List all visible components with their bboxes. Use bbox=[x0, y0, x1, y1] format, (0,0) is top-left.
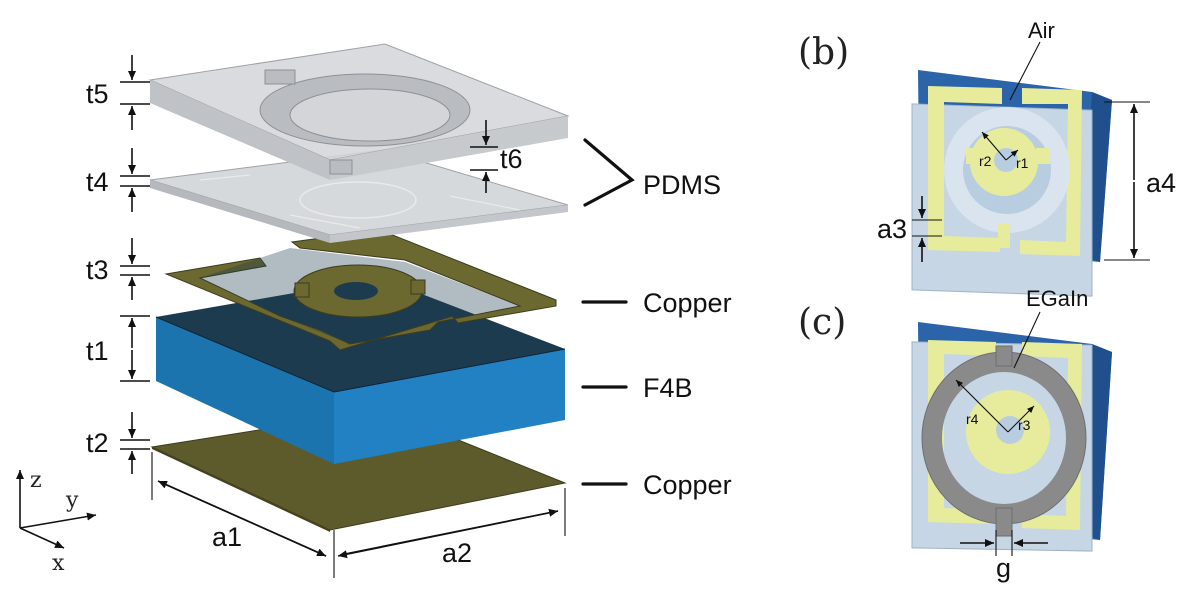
dimension-t4 bbox=[120, 148, 150, 212]
label-f4b: F4B bbox=[643, 373, 693, 403]
panel-c-unit-cell bbox=[911, 322, 1112, 552]
r1-arrow bbox=[1005, 149, 1019, 161]
r3-arrow bbox=[1007, 405, 1035, 433]
label-copper-top: Copper bbox=[643, 288, 732, 318]
pdms-upper-sheet bbox=[148, 43, 570, 180]
label-air: Air bbox=[1028, 18, 1055, 43]
label-copper-bottom: Copper bbox=[643, 470, 732, 500]
label-t2: t2 bbox=[86, 428, 109, 458]
copper-patch-layer bbox=[164, 229, 557, 351]
label-a3: a3 bbox=[877, 214, 907, 244]
label-r2: r2 bbox=[979, 153, 992, 169]
dimension-t2 bbox=[120, 412, 150, 474]
dimension-a2 bbox=[337, 488, 566, 559]
dimension-g bbox=[960, 530, 1048, 556]
pdms-bracket bbox=[583, 138, 635, 207]
label-pdms: PDMS bbox=[643, 170, 721, 200]
label-t5: t5 bbox=[86, 79, 109, 109]
dimension-t5 bbox=[120, 55, 150, 130]
panel-c-label: (c) bbox=[798, 302, 846, 343]
label-g: g bbox=[996, 553, 1011, 583]
label-t4: t4 bbox=[86, 167, 109, 197]
axis-label-x: x bbox=[52, 551, 65, 576]
panel-b-label: (b) bbox=[798, 32, 849, 73]
axis-label-z: z bbox=[30, 468, 42, 493]
label-a1: a1 bbox=[212, 522, 242, 552]
axis-label-y: y bbox=[65, 488, 79, 513]
label-a4: a4 bbox=[1146, 168, 1176, 198]
dimension-t6 bbox=[470, 120, 498, 193]
label-r4: r4 bbox=[966, 411, 979, 427]
dimension-t1 bbox=[120, 315, 150, 382]
coordinate-axes bbox=[16, 470, 97, 549]
label-r1: r1 bbox=[1016, 155, 1029, 171]
r4-arrow bbox=[955, 379, 1009, 433]
panel-b-unit-cell bbox=[911, 70, 1112, 297]
label-egain: EGaIn bbox=[1026, 286, 1088, 311]
label-a2: a2 bbox=[442, 538, 472, 568]
air-leader bbox=[1009, 41, 1041, 101]
dimension-a3 bbox=[912, 196, 942, 262]
dimension-t3 bbox=[120, 238, 150, 300]
label-t1: t1 bbox=[86, 336, 109, 366]
dimension-a4 bbox=[1104, 101, 1150, 261]
dimension-a1 bbox=[151, 452, 335, 578]
egain-leader bbox=[1013, 311, 1041, 369]
pdms-lower-sheet bbox=[149, 149, 569, 243]
label-t3: t3 bbox=[86, 255, 109, 285]
label-r3: r3 bbox=[1018, 417, 1031, 433]
r2-arrow bbox=[981, 131, 1007, 161]
label-t6: t6 bbox=[500, 144, 523, 174]
